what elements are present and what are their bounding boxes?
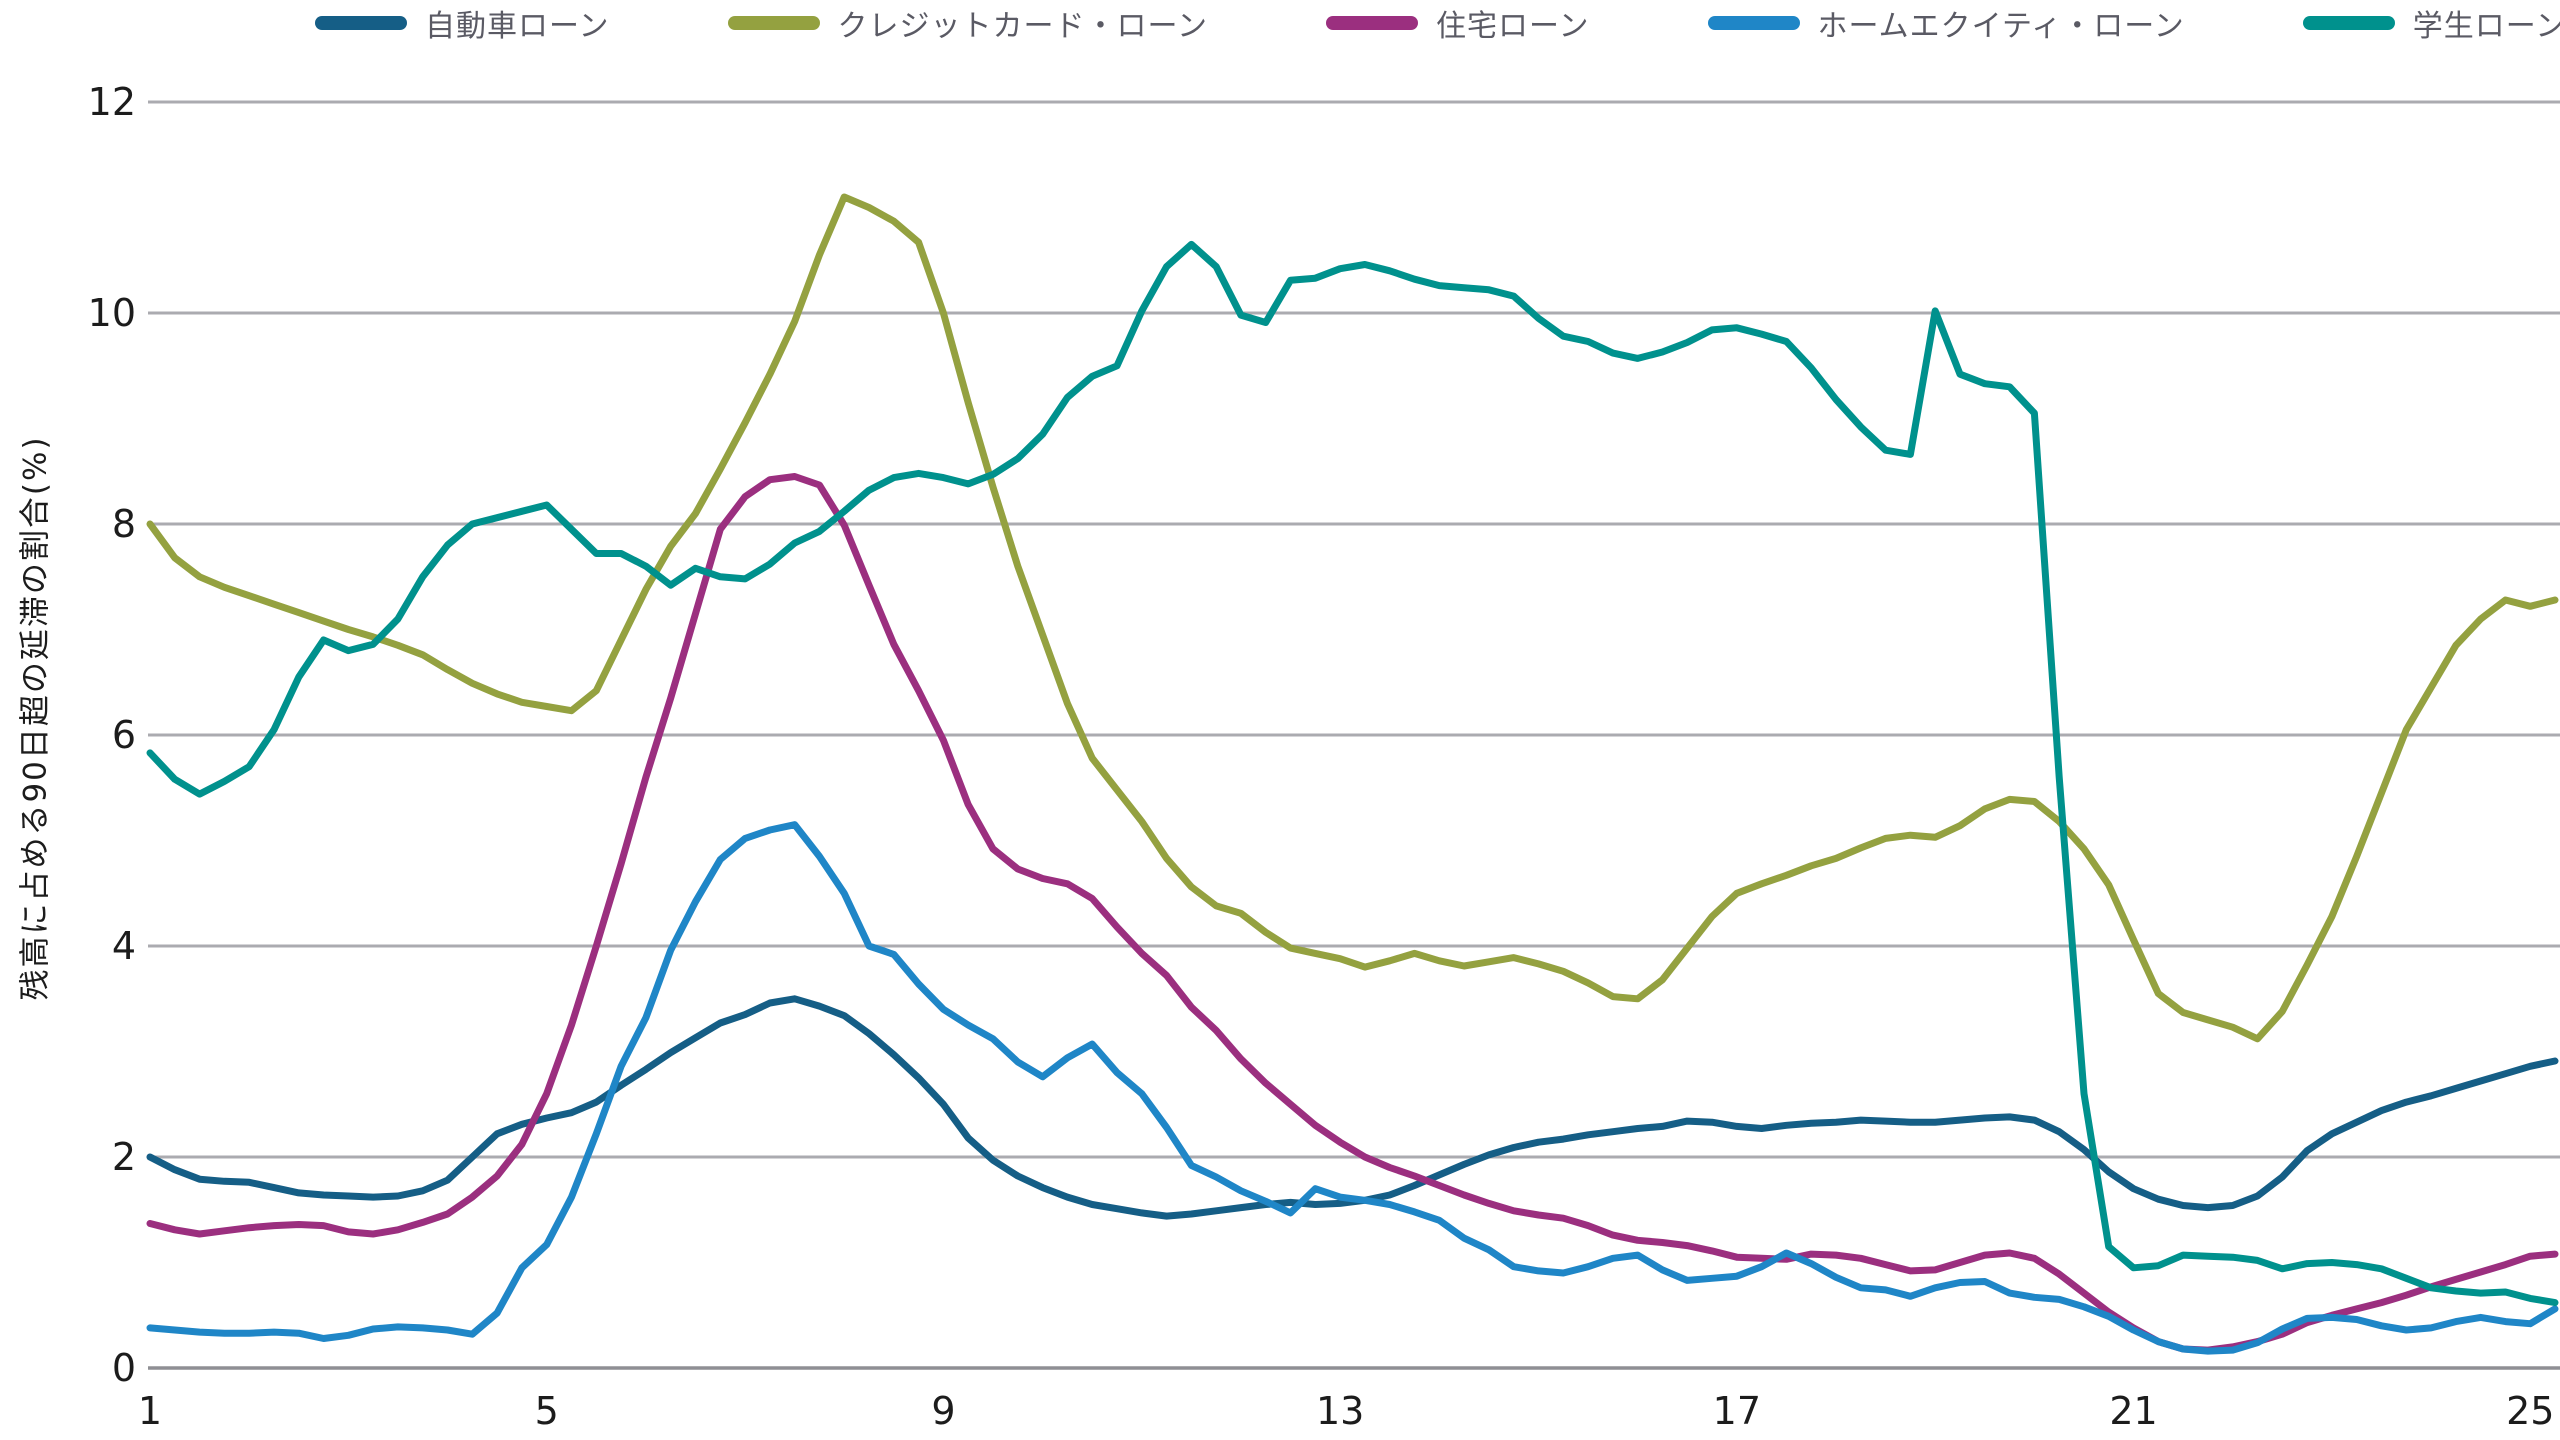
y-tick-label: 6 xyxy=(112,713,136,757)
legend-label: ホームエクイティ・ローン xyxy=(1817,9,2185,44)
legend-item: 学生ローン xyxy=(2302,1,2560,45)
x-tick-label: 9 xyxy=(931,1389,955,1433)
legend-item: 住宅ローン xyxy=(1326,1,1590,45)
y-tick-label: 8 xyxy=(112,502,136,546)
x-tick-label: 13 xyxy=(1316,1389,1364,1433)
x-tick-label: 21 xyxy=(2109,1389,2157,1433)
legend-item: 自動車ローン xyxy=(315,1,610,45)
legend-item: クレジットカード・ローン xyxy=(727,1,1209,45)
series-line-住宅ローン xyxy=(146,473,2559,1354)
y-tick-label: 4 xyxy=(112,924,136,968)
series-line-クレジットカード・ローン xyxy=(146,193,2559,1043)
x-tick-label: 1 xyxy=(138,1389,162,1433)
y-tick-label: 2 xyxy=(112,1135,136,1179)
legend-swatch-icon xyxy=(2302,16,2395,30)
series-line-学生ローン xyxy=(146,240,2559,1307)
legend-swatch-icon xyxy=(1707,16,1800,30)
x-tick-label: 25 xyxy=(2506,1389,2554,1433)
y-tick-label: 10 xyxy=(88,291,136,335)
legend-label: 自動車ローン xyxy=(425,9,610,44)
legend-item: ホームエクイティ・ローン xyxy=(1707,1,2185,45)
legend-swatch-icon xyxy=(315,16,407,30)
x-tick-label: 5 xyxy=(535,1389,559,1433)
legend-label: 住宅ローン xyxy=(1436,9,1590,44)
chart-legend: 自動車ローン クレジットカード・ローン 住宅ローン ホームエクイティ・ローン 学生ローン xyxy=(315,1,2560,45)
series-line-ホームエクイティ・ローン xyxy=(146,821,2559,1355)
series-line-自動車ローン xyxy=(146,995,2559,1220)
x-tick-label: 17 xyxy=(1713,1389,1761,1433)
legend-label: クレジットカード・ローン xyxy=(837,9,1208,44)
y-tick-label: 0 xyxy=(112,1346,136,1390)
legend-label: 学生ローン xyxy=(2412,9,2560,44)
legend-swatch-icon xyxy=(1326,16,1418,30)
y-tick-label: 12 xyxy=(88,80,136,124)
legend-swatch-icon xyxy=(727,16,820,30)
